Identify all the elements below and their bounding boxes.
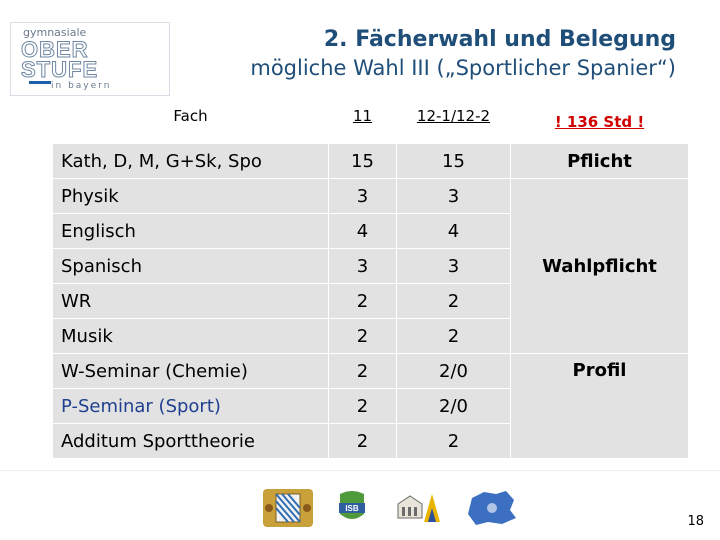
header-total-hours: ! 136 Std ! xyxy=(510,100,689,144)
subject-cell: Englisch xyxy=(52,213,329,249)
slide-subtitle: mögliche Wahl III („Sportlicher Spanier“… xyxy=(250,56,676,80)
subject-cell: Physik xyxy=(52,178,329,214)
table-row: Musik 2 2 xyxy=(52,318,689,354)
hours-12-cell: 2 xyxy=(396,423,511,459)
subject-cell: P-Seminar (Sport) xyxy=(52,388,329,424)
table-header-row: Fach 11 12-1/12-2 ! 136 Std ! xyxy=(52,100,689,144)
logo-line-4: in bayern xyxy=(51,81,112,91)
header-fach: Fach xyxy=(52,100,329,144)
course-table: Fach 11 12-1/12-2 ! 136 Std ! Kath, D, M… xyxy=(52,100,689,459)
hours-11-cell: 3 xyxy=(328,178,397,214)
hours-11-cell: 4 xyxy=(328,213,397,249)
hours-12-cell: 4 xyxy=(396,213,511,249)
bavarian-coat-of-arms-icon xyxy=(262,488,314,532)
hours-11-cell: 3 xyxy=(328,248,397,284)
hours-11-cell: 2 xyxy=(328,388,397,424)
category-profil: Profil xyxy=(510,353,689,459)
oberstufe-logo: gymnasiale OBER STUFE in bayern xyxy=(10,22,170,96)
table-row: W-Seminar (Chemie) 2 2/0 Profil xyxy=(52,353,689,459)
table-row: Physik 3 3 Wahlpflicht xyxy=(52,178,689,354)
map-region-logo-icon xyxy=(462,488,522,532)
table-row: P-Seminar (Sport) 2 2/0 xyxy=(52,388,689,424)
hours-12-cell: 2 xyxy=(396,318,511,354)
footer-divider xyxy=(0,470,720,471)
hours-11-cell: 2 xyxy=(328,283,397,319)
hours-12-cell: 2/0 xyxy=(396,353,511,389)
category-pflicht: Pflicht xyxy=(510,143,689,179)
hours-12-cell: 2 xyxy=(396,283,511,319)
hours-12-cell: 2/0 xyxy=(396,388,511,424)
hours-11-cell: 2 xyxy=(328,423,397,459)
ministry-building-logo-icon xyxy=(394,488,442,532)
table-row: Additum Sporttheorie 2 2 xyxy=(52,423,689,459)
subject-cell: WR xyxy=(52,283,329,319)
header-year-12: 12-1/12-2 xyxy=(396,100,511,144)
subject-cell: W-Seminar (Chemie) xyxy=(52,353,329,389)
hours-11-cell: 2 xyxy=(328,353,397,389)
hours-11-cell: 2 xyxy=(328,318,397,354)
logo-line-2: OBER xyxy=(21,37,89,63)
table-row: WR 2 2 xyxy=(52,283,689,319)
subject-cell: Additum Sporttheorie xyxy=(52,423,329,459)
hours-12-cell: 15 xyxy=(396,143,511,179)
isb-logo-icon: ISB xyxy=(336,488,368,530)
subject-cell: Kath, D, M, G+Sk, Spo xyxy=(52,143,329,179)
hours-11-cell: 15 xyxy=(328,143,397,179)
table-row: Kath, D, M, G+Sk, Spo 15 15 Pflicht xyxy=(52,143,689,179)
header-year-11: 11 xyxy=(328,100,397,144)
table-row: Spanisch 3 3 xyxy=(52,248,689,284)
logo-accent-bar xyxy=(29,81,51,84)
page-number: 18 xyxy=(687,514,704,529)
slide-title: 2. Fächerwahl und Belegung xyxy=(323,27,676,52)
category-wahlpflicht: Wahlpflicht xyxy=(510,178,689,354)
hours-12-cell: 3 xyxy=(396,248,511,284)
logo-line-3: STUFE xyxy=(20,57,99,83)
subject-cell: Spanisch xyxy=(52,248,329,284)
logo-line-1: gymnasiale xyxy=(23,26,87,39)
hours-12-cell: 3 xyxy=(396,178,511,214)
svg-text:ISB: ISB xyxy=(345,504,359,513)
table-row: Englisch 4 4 xyxy=(52,213,689,249)
subject-cell: Musik xyxy=(52,318,329,354)
